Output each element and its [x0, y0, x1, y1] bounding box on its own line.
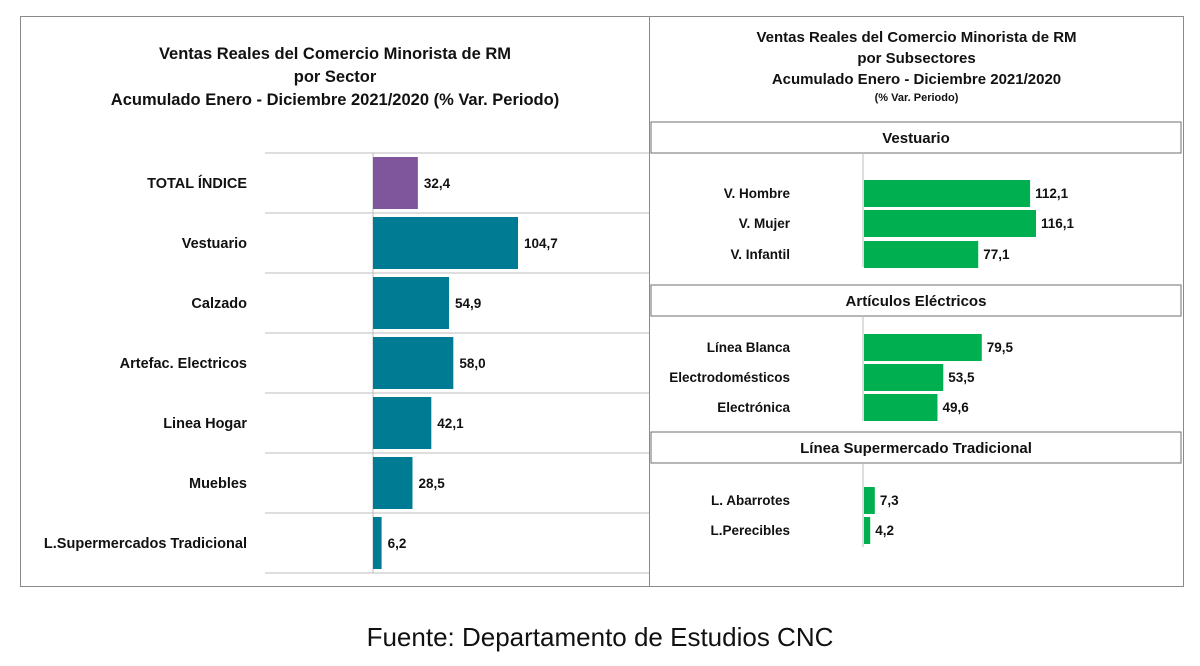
group-header-box — [650, 431, 1182, 464]
category-label: V. Mujer — [739, 216, 791, 231]
bar — [864, 210, 1036, 237]
data-label: 7,3 — [880, 493, 899, 508]
bar — [373, 337, 454, 389]
sector-title-line-3: Acumulado Enero - Diciembre 2021/2020 (%… — [110, 91, 560, 109]
sector-title-line-1: Ventas Reales del Comercio Minorista de … — [158, 45, 512, 63]
bar — [373, 157, 418, 209]
data-label: 58,0 — [459, 356, 485, 371]
sector-chart-title: Ventas Reales del Comercio Minorista de … — [21, 43, 649, 112]
data-label: 28,5 — [418, 476, 445, 491]
data-label: 104,7 — [524, 236, 558, 251]
subsector-title-line-2: por Subsectores — [857, 50, 976, 67]
bar — [864, 517, 871, 544]
bar — [373, 277, 450, 329]
data-label: 42,1 — [437, 416, 464, 431]
bar — [373, 457, 413, 509]
data-label: 54,9 — [455, 296, 481, 311]
category-label: V. Infantil — [730, 247, 790, 262]
subsector-title-line-1: Ventas Reales del Comercio Minorista de … — [756, 29, 1077, 46]
category-label: L. Abarrotes — [711, 493, 790, 508]
data-label: 6,2 — [388, 536, 407, 551]
category-label: L.Supermercados Tradicional — [44, 536, 247, 552]
data-label: 49,6 — [942, 400, 969, 415]
category-label: Linea Hogar — [163, 416, 247, 432]
group-header-box — [650, 284, 1182, 317]
bar — [864, 180, 1031, 207]
group-header-label: Vestuario — [882, 130, 950, 147]
subsector-chart-panel: Ventas Reales del Comercio Minorista de … — [649, 16, 1184, 587]
source-note: Fuente: Departamento de Estudios CNC — [366, 622, 834, 652]
bar — [864, 487, 875, 514]
data-label: 77,1 — [983, 247, 1010, 262]
data-label: 4,2 — [875, 523, 894, 538]
data-label: 32,4 — [424, 176, 451, 191]
category-label: Línea Blanca — [707, 340, 791, 355]
subsector-subtitle: (% Var. Periodo) — [874, 92, 959, 104]
group-header-box — [650, 121, 1182, 154]
category-label: Electrodomésticos — [669, 370, 790, 385]
data-label: 53,5 — [948, 370, 975, 385]
bar — [864, 241, 979, 268]
category-label: Artefac. Electricos — [120, 356, 247, 372]
bar — [373, 397, 432, 449]
subsector-title-line-3: Acumulado Enero - Diciembre 2021/2020 — [771, 71, 1062, 88]
group-header-label: Línea Supermercado Tradicional — [800, 440, 1032, 457]
category-label: L.Perecibles — [710, 523, 790, 538]
sector-title-line-2: por Sector — [293, 68, 377, 86]
group-header-label: Artículos Eléctricos — [846, 293, 987, 310]
data-label: 116,1 — [1041, 216, 1075, 231]
sector-bar-chart: TOTAL ÍNDICE 32,4 Vestuario 104,7 Calzado 54,… — [44, 152, 651, 574]
category-label: Muebles — [189, 476, 247, 492]
subsector-bar-chart: Vestuario V. Hombre 112,1 V. Mujer 116,1 V. I… — [650, 121, 1182, 547]
bar — [864, 364, 944, 391]
category-label: Vestuario — [182, 236, 247, 252]
sector-chart-panel: Ventas Reales del Comercio Minorista de … — [20, 16, 651, 587]
category-label: TOTAL ÍNDICE — [147, 175, 247, 192]
data-label: 79,5 — [987, 340, 1014, 355]
category-label: Electrónica — [717, 400, 790, 415]
category-label: Calzado — [191, 296, 247, 312]
bar — [864, 334, 982, 361]
subsector-chart-title: Ventas Reales del Comercio Minorista de … — [650, 27, 1183, 106]
bar — [373, 217, 518, 269]
category-label: V. Hombre — [724, 186, 791, 201]
bar — [373, 517, 382, 569]
bar — [864, 394, 938, 421]
data-label: 112,1 — [1035, 186, 1069, 201]
